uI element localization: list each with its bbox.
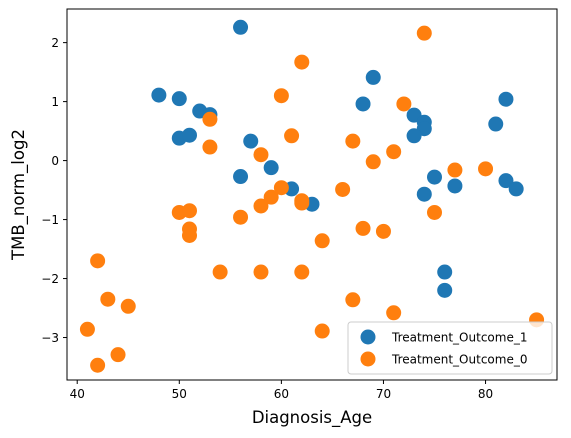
data-point-series-1-38 [90,357,106,373]
x-tick-label-4: 80 [478,387,493,401]
legend-marker-treatment-outcome-1 [360,329,376,345]
data-point-series-1-3 [396,96,412,112]
data-point-series-1-2 [273,88,289,104]
data-point-series-1-24 [314,233,330,249]
data-point-series-1-1 [294,54,310,70]
data-point-series-1-23 [375,223,391,239]
data-point-series-1-33 [120,298,136,314]
data-point-series-1-15 [253,198,269,214]
data-point-series-0-12 [355,96,371,112]
data-point-series-1-30 [253,264,269,280]
data-point-series-1-18 [182,203,197,219]
y-tick-label-3: 0 [51,154,59,168]
data-point-series-1-4 [202,111,218,127]
data-point-series-1-16 [233,209,249,225]
y-tick-label-2: −1 [41,213,59,227]
data-point-series-0-18 [427,169,442,185]
data-point-series-0-20 [447,178,463,194]
data-point-series-1-20 [182,227,197,243]
data-point-series-0-17 [406,128,422,144]
data-point-series-0-1 [151,87,167,103]
data-point-series-1-32 [100,291,116,307]
y-tick-label-0: −3 [41,331,59,345]
x-axis-ticks: 40 50 60 70 80 [70,380,493,401]
data-point-series-1-39 [314,323,330,339]
data-point-series-1-21 [335,181,351,197]
plot-frame [66,8,558,381]
data-point-series-0-13 [365,69,381,85]
data-point-series-0-23 [488,116,504,132]
x-tick-label-1: 50 [172,387,187,401]
x-tick-label-2: 60 [274,387,289,401]
data-point-series-0-24 [498,91,514,107]
legend-label-treatment-outcome-0: Treatment_Outcome_0 [391,353,527,367]
data-point-series-1-12 [263,189,279,205]
y-axis-label: TMB_norm_log2 [9,129,29,261]
data-point-series-0-26 [508,181,524,197]
data-point-series-1-10 [365,154,381,170]
data-point-series-1-11 [273,180,289,196]
data-point-series-1-27 [427,204,442,220]
data-point-series-1-9 [386,144,402,160]
y-tick-label-5: 2 [51,36,59,50]
data-point-series-0-21 [437,264,453,280]
legend-marker-treatment-outcome-0 [360,351,376,367]
data-point-series-1-5 [284,128,300,144]
data-point-series-0-22 [437,282,453,298]
data-point-series-0-19 [416,186,432,202]
y-tick-label-4: 1 [51,95,59,109]
data-point-series-0-2 [171,91,187,107]
data-point-series-0-6 [182,127,197,143]
legend-box [347,321,553,375]
data-point-series-1-8 [345,133,361,149]
data-point-series-1-0 [416,25,432,41]
data-point-series-1-6 [202,139,218,155]
data-point-series-1-35 [386,305,402,321]
y-axis-ticks: −3 −2 −1 0 1 2 [41,36,67,345]
data-point-series-1-14 [294,195,310,211]
data-point-series-1-37 [110,347,126,363]
data-point-series-1-28 [90,253,106,269]
data-point-series-1-36 [79,321,95,337]
data-point-series-0-0 [233,19,249,35]
legend: Treatment_Outcome_1 Treatment_Outcome_0 [347,321,553,375]
x-tick-label-0: 40 [70,387,85,401]
legend-label-treatment-outcome-1: Treatment_Outcome_1 [391,331,527,345]
data-point-series-0-25 [498,173,514,189]
data-point-series-0-8 [263,160,279,176]
data-point-series-1-7 [253,147,269,163]
data-point-series-1-26 [478,161,494,177]
data-point-series-1-34 [345,292,361,308]
x-axis-label: Diagnosis_Age [252,408,372,428]
data-point-series-1-31 [294,264,310,280]
data-point-series-1-25 [447,162,463,178]
data-point-series-0-7 [243,133,259,149]
data-point-series-1-22 [355,220,371,236]
y-tick-label-1: −2 [41,272,59,286]
data-points [79,19,545,373]
x-tick-label-3: 70 [376,387,391,401]
data-point-series-1-29 [212,264,228,280]
data-point-series-0-9 [233,169,249,185]
